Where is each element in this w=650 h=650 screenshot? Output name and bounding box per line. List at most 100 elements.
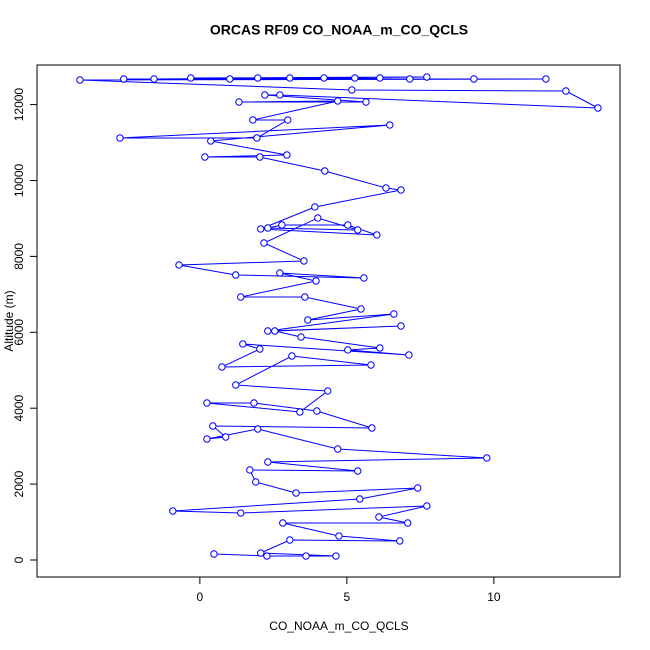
data-point — [253, 134, 261, 142]
data-point — [276, 91, 284, 99]
data-point — [252, 478, 260, 486]
data-point — [292, 489, 300, 497]
data-point — [169, 507, 177, 515]
data-point — [354, 226, 362, 234]
data-point — [283, 151, 291, 159]
data-point — [404, 519, 412, 527]
data-point — [382, 184, 390, 192]
data-point — [376, 74, 384, 82]
data-point — [321, 167, 329, 175]
data-point — [203, 399, 211, 407]
data-point — [232, 271, 240, 279]
data-point — [260, 239, 268, 247]
data-point — [120, 75, 128, 83]
chart-title: ORCAS RF09 CO_NOAA_m_CO_QCLS — [210, 22, 468, 38]
data-point — [312, 277, 320, 285]
data-point — [278, 221, 286, 229]
data-point — [414, 484, 422, 492]
data-point — [334, 97, 342, 105]
data-point — [332, 552, 340, 560]
data-point — [232, 381, 240, 389]
data-point — [264, 224, 272, 232]
data-point — [396, 537, 404, 545]
data-point — [257, 225, 265, 233]
data-point — [304, 316, 312, 324]
data-point — [175, 261, 183, 269]
data-point — [376, 344, 384, 352]
data-point — [187, 74, 195, 82]
data-point — [351, 74, 359, 82]
x-tick-label: 0 — [197, 590, 204, 604]
data-point — [218, 363, 226, 371]
data-point — [423, 73, 431, 81]
data-point — [300, 257, 308, 265]
data-point — [314, 214, 322, 222]
data-point — [301, 293, 309, 301]
data-point — [302, 552, 310, 560]
data-point — [354, 467, 362, 475]
data-point — [250, 399, 258, 407]
data-point — [311, 203, 319, 211]
data-point — [249, 116, 257, 124]
data-point — [470, 75, 478, 83]
y-tick-label: 6000 — [12, 319, 26, 346]
data-point — [235, 98, 243, 106]
data-point — [226, 75, 234, 83]
data-point — [368, 424, 376, 432]
data-point — [344, 346, 352, 354]
data-point — [373, 231, 381, 239]
data-point — [279, 519, 287, 527]
data-point — [239, 340, 247, 348]
data-point — [222, 433, 230, 441]
x-tick-label: 10 — [487, 590, 501, 604]
plot-frame — [36, 64, 621, 578]
data-point — [288, 352, 296, 360]
data-point — [264, 327, 272, 335]
data-point — [207, 137, 215, 145]
data-point — [335, 532, 343, 540]
data-point — [116, 134, 124, 142]
y-tick-label: 12000 — [12, 88, 26, 122]
data-point — [594, 104, 602, 112]
data-point — [313, 407, 321, 415]
data-point — [276, 269, 284, 277]
data-point — [357, 305, 365, 313]
data-point — [256, 345, 264, 353]
data-point — [334, 445, 342, 453]
data-point — [286, 536, 294, 544]
data-point — [542, 75, 550, 83]
data-point — [348, 86, 356, 94]
data-point — [320, 74, 328, 82]
data-point — [150, 75, 158, 83]
data-point — [375, 513, 383, 521]
data-point — [562, 87, 570, 95]
data-point — [362, 98, 370, 106]
data-point — [256, 153, 264, 161]
data-point — [210, 550, 218, 558]
data-point — [296, 408, 304, 416]
data-point — [423, 502, 431, 510]
data-point — [284, 116, 292, 124]
data-point — [397, 322, 405, 330]
data-point — [297, 333, 305, 341]
data-point — [257, 549, 265, 557]
data-point — [203, 435, 211, 443]
data-point — [483, 454, 491, 462]
data-point — [324, 387, 332, 395]
data-point — [405, 351, 413, 359]
y-tick-label: 10000 — [12, 163, 26, 197]
y-tick-label: 2000 — [12, 470, 26, 497]
data-point — [246, 466, 254, 474]
data-point — [397, 186, 405, 194]
x-axis-label: CO_NOAA_m_CO_QCLS — [269, 619, 408, 633]
data-point — [254, 74, 262, 82]
data-line — [79, 76, 599, 557]
y-tick-label: 4000 — [12, 395, 26, 422]
data-point — [209, 422, 217, 430]
data-point — [237, 293, 245, 301]
data-point — [271, 327, 279, 335]
data-point — [356, 495, 364, 503]
data-point — [263, 552, 271, 560]
data-point — [367, 361, 375, 369]
